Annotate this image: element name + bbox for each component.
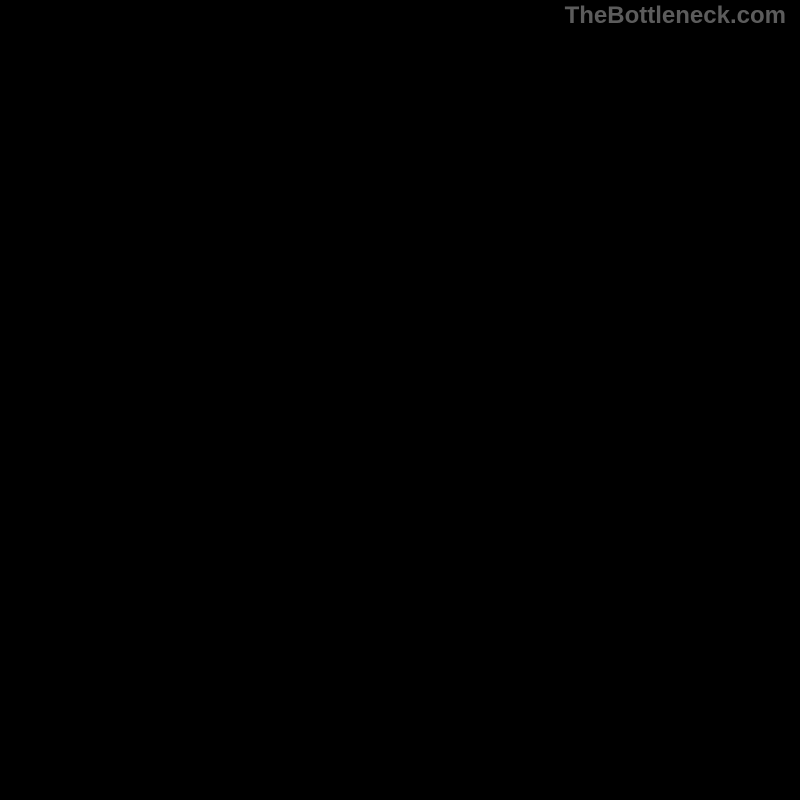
watermark-text: TheBottleneck.com	[565, 2, 786, 30]
plot-frame	[0, 0, 800, 800]
